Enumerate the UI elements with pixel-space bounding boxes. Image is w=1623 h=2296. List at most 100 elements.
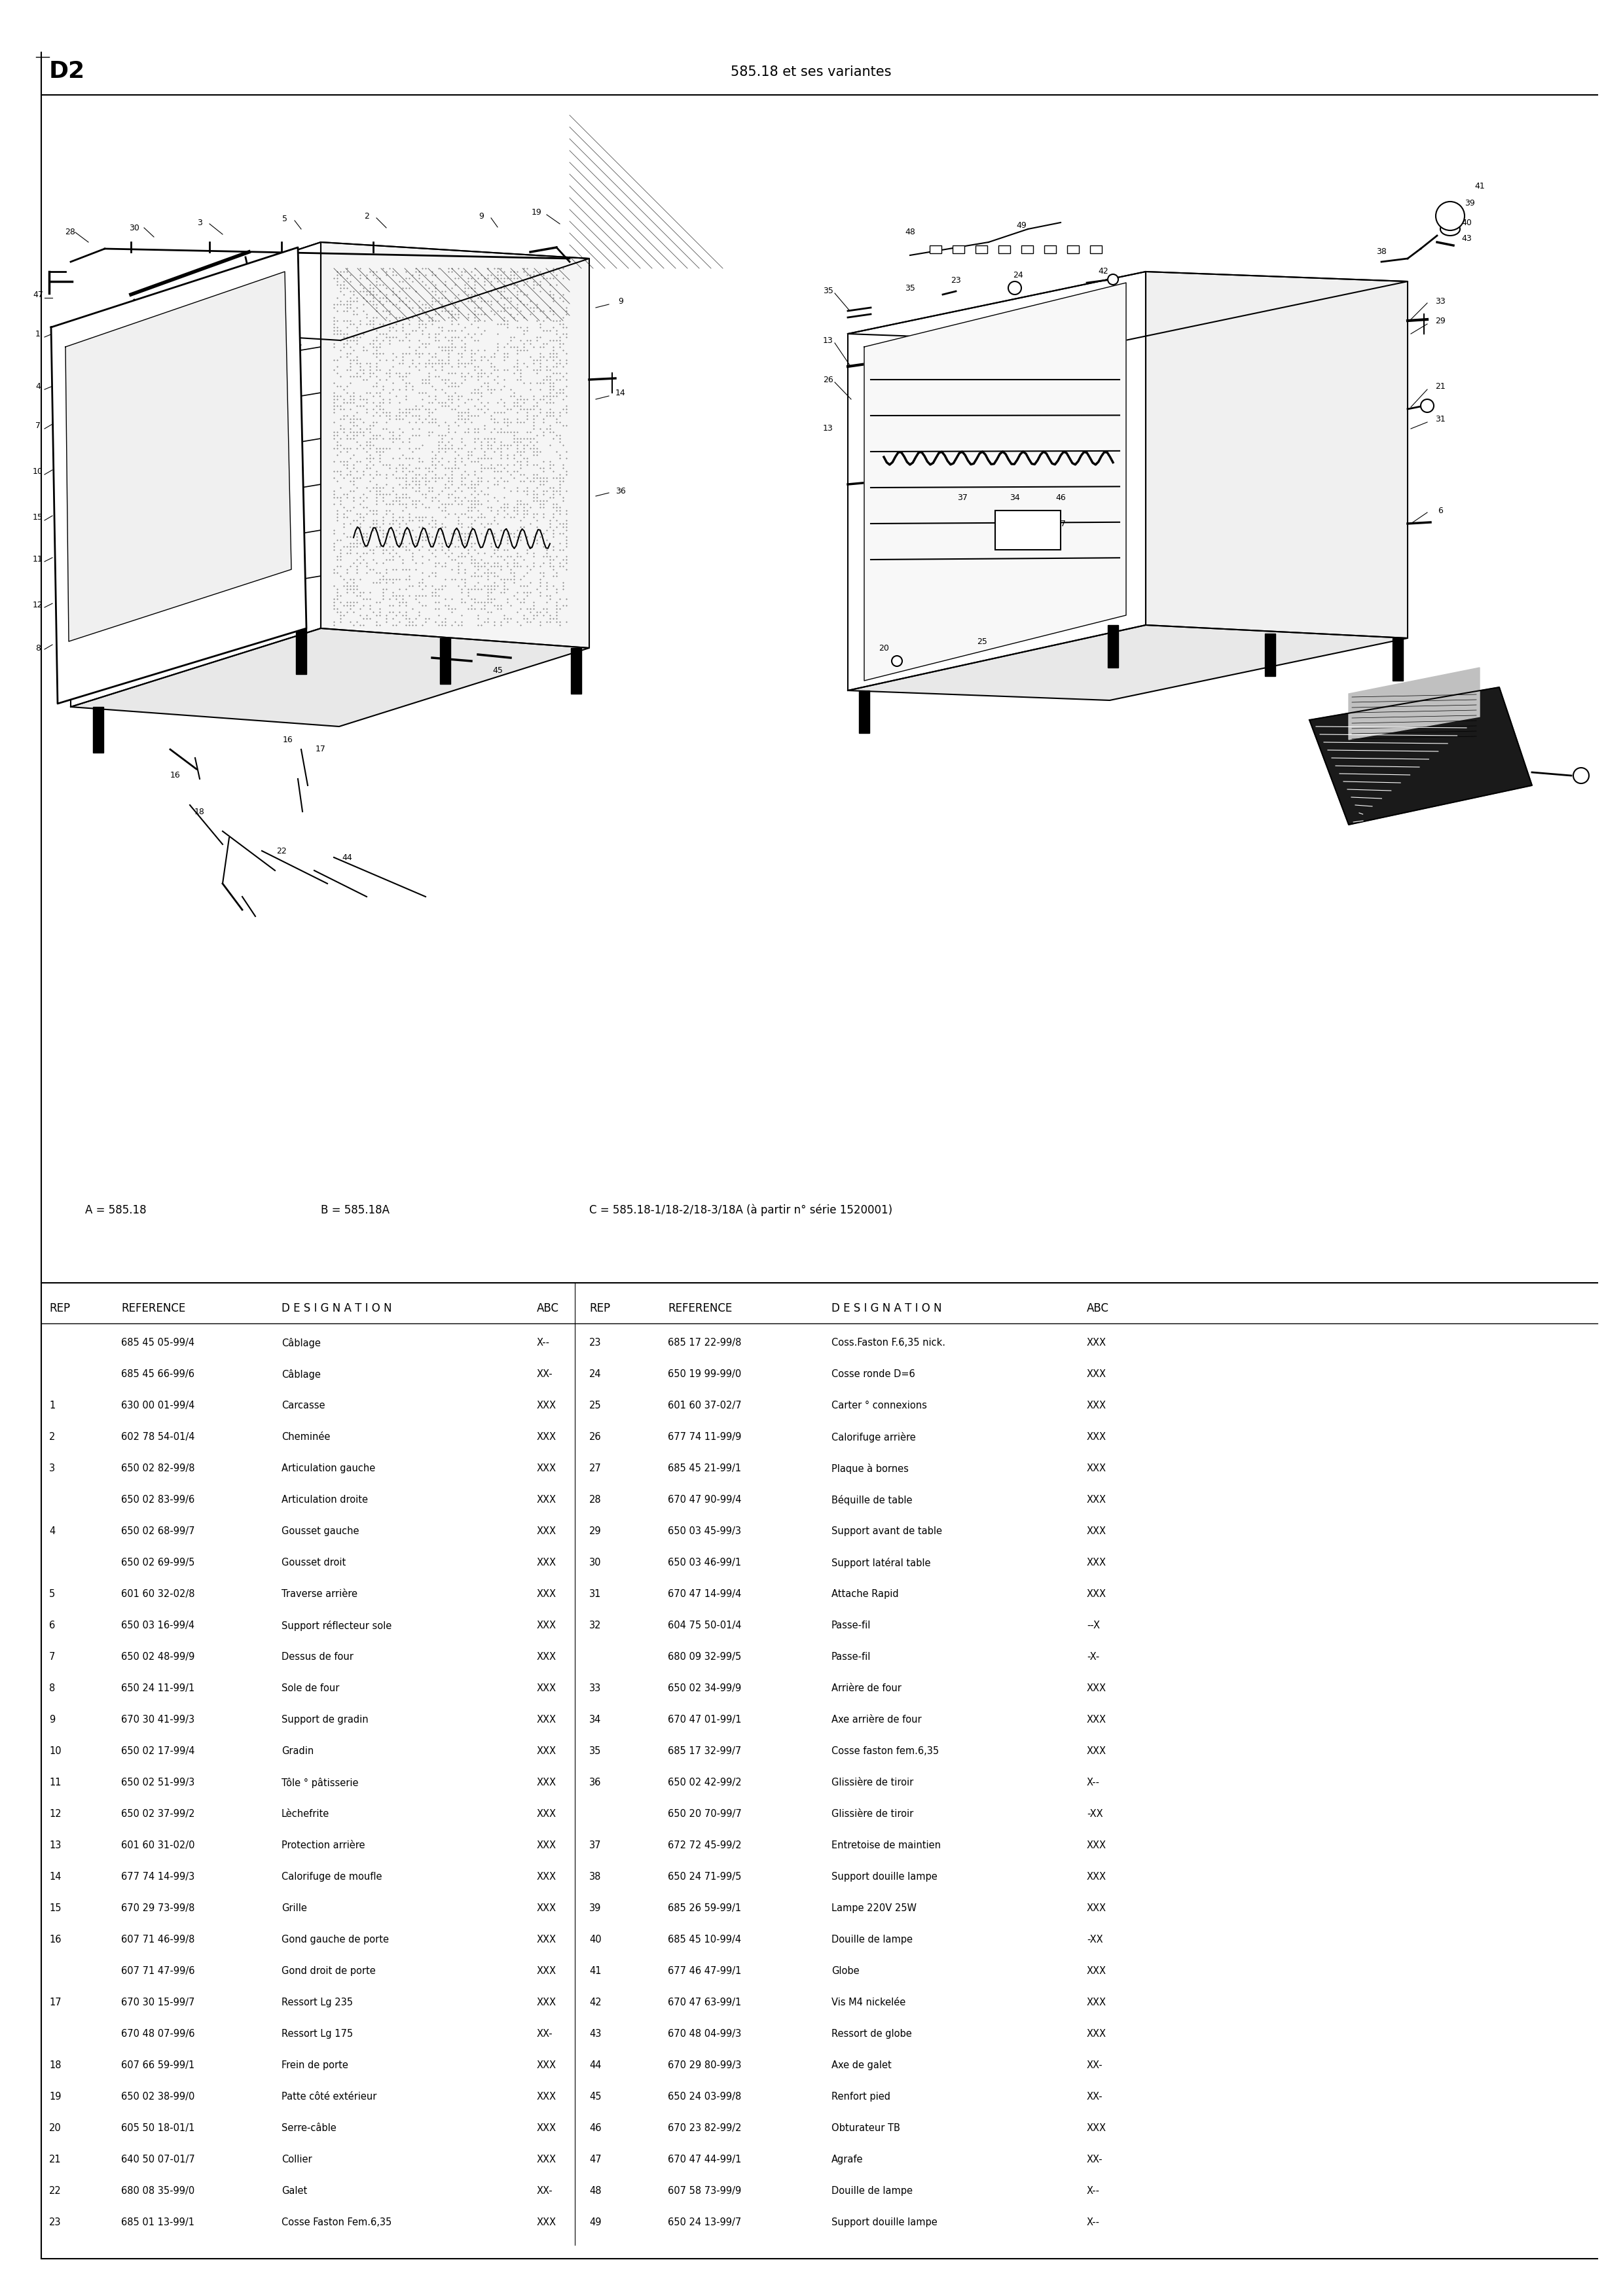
Text: Grille: Grille	[281, 1903, 307, 1913]
Text: Support douille lampe: Support douille lampe	[831, 2218, 938, 2227]
Text: XXX: XXX	[1087, 1683, 1107, 1692]
Text: 38: 38	[1376, 248, 1386, 257]
Text: 25: 25	[977, 638, 987, 645]
Text: Entretoise de maintien: Entretoise de maintien	[831, 1841, 941, 1851]
Text: 39: 39	[589, 1903, 601, 1913]
Text: XXX: XXX	[537, 1809, 557, 1818]
Text: 21: 21	[1435, 381, 1446, 390]
Circle shape	[1109, 273, 1118, 285]
Circle shape	[1436, 202, 1464, 230]
Text: 1: 1	[49, 1401, 55, 1410]
Text: Gousset droit: Gousset droit	[281, 1557, 346, 1568]
Text: XXX: XXX	[1087, 1871, 1107, 1883]
Bar	[1109, 625, 1118, 668]
Text: 12: 12	[49, 1809, 62, 1818]
Text: 34: 34	[589, 1715, 601, 1724]
Text: XXX: XXX	[1087, 2124, 1107, 2133]
Text: XXX: XXX	[1087, 1715, 1107, 1724]
Circle shape	[1573, 767, 1589, 783]
Text: 37: 37	[958, 494, 967, 503]
Text: -XX: -XX	[1087, 1936, 1104, 1945]
Text: 670 47 14-99/4: 670 47 14-99/4	[667, 1589, 742, 1598]
Text: XX-: XX-	[537, 1368, 553, 1380]
Text: 24: 24	[589, 1368, 602, 1380]
Text: 685 45 05-99/4: 685 45 05-99/4	[122, 1339, 195, 1348]
Text: Gond gauche de porte: Gond gauche de porte	[281, 1936, 390, 1945]
Bar	[859, 691, 870, 732]
Text: 37: 37	[589, 1841, 602, 1851]
Text: XXX: XXX	[537, 2124, 557, 2133]
Text: 45: 45	[589, 2092, 602, 2101]
Text: X--: X--	[537, 1339, 550, 1348]
Text: 47: 47	[32, 289, 44, 298]
Text: 46: 46	[1055, 494, 1066, 503]
Text: XXX: XXX	[537, 1777, 557, 1789]
Text: 48: 48	[589, 2186, 602, 2195]
Text: Gradin: Gradin	[281, 1747, 313, 1756]
Text: 604 75 50-01/4: 604 75 50-01/4	[667, 1621, 742, 1630]
Text: 670 29 80-99/3: 670 29 80-99/3	[667, 2060, 742, 2071]
Text: 41: 41	[1474, 181, 1485, 191]
Text: Support réflecteur sole: Support réflecteur sole	[281, 1621, 391, 1630]
Text: Ressort Lg 175: Ressort Lg 175	[281, 2030, 352, 2039]
Text: Axe de galet: Axe de galet	[831, 2060, 891, 2071]
Text: 14: 14	[49, 1871, 62, 1883]
Text: Collier: Collier	[281, 2154, 312, 2165]
Text: Globe: Globe	[831, 1965, 859, 1977]
Text: 11: 11	[32, 556, 44, 565]
Text: D2: D2	[49, 60, 84, 83]
Text: 670 47 63-99/1: 670 47 63-99/1	[667, 1998, 742, 2007]
Text: 20: 20	[49, 2124, 62, 2133]
Text: 13: 13	[823, 335, 833, 344]
Text: 9: 9	[479, 211, 484, 220]
Bar	[93, 707, 104, 753]
Text: Calorifuge de moufle: Calorifuge de moufle	[281, 1871, 381, 1883]
Text: 601 60 31-02/0: 601 60 31-02/0	[122, 1841, 195, 1851]
Text: 27: 27	[1055, 519, 1066, 528]
Text: 670 30 41-99/3: 670 30 41-99/3	[122, 1715, 195, 1724]
Text: XXX: XXX	[1087, 1368, 1107, 1380]
Text: 650 24 03-99/8: 650 24 03-99/8	[667, 2092, 742, 2101]
Text: XX-: XX-	[537, 2186, 553, 2195]
Text: 22: 22	[276, 847, 287, 854]
Text: 685 45 21-99/1: 685 45 21-99/1	[667, 1463, 742, 1474]
Text: 33: 33	[1435, 296, 1446, 305]
Text: Plaque à bornes: Plaque à bornes	[831, 1463, 909, 1474]
Text: 16: 16	[282, 735, 294, 744]
Text: XXX: XXX	[537, 1527, 557, 1536]
Text: XXX: XXX	[1087, 1463, 1107, 1474]
Polygon shape	[1146, 271, 1407, 638]
Text: 30: 30	[128, 223, 140, 232]
Bar	[1021, 246, 1034, 253]
Text: 650 24 11-99/1: 650 24 11-99/1	[122, 1683, 195, 1692]
Text: 4: 4	[36, 381, 41, 390]
Text: 601 60 37-02/7: 601 60 37-02/7	[667, 1401, 742, 1410]
Text: 16: 16	[170, 771, 180, 781]
Text: Articulation droite: Articulation droite	[281, 1495, 368, 1504]
Text: X--: X--	[1087, 2186, 1100, 2195]
Text: 20: 20	[878, 643, 889, 652]
Text: 670 47 44-99/1: 670 47 44-99/1	[667, 2154, 742, 2165]
Text: 6: 6	[1438, 505, 1443, 514]
Text: XXX: XXX	[537, 1589, 557, 1598]
Polygon shape	[65, 271, 292, 641]
Text: 650 02 83-99/6: 650 02 83-99/6	[122, 1495, 195, 1504]
Text: 685 45 10-99/4: 685 45 10-99/4	[667, 1936, 742, 1945]
Text: XXX: XXX	[537, 1871, 557, 1883]
Text: 42: 42	[1099, 266, 1109, 276]
Text: Cosse Faston Fem.6,35: Cosse Faston Fem.6,35	[281, 2218, 391, 2227]
Text: 12: 12	[32, 602, 44, 611]
Text: XXX: XXX	[537, 1401, 557, 1410]
Circle shape	[891, 657, 902, 666]
Text: Articulation gauche: Articulation gauche	[281, 1463, 375, 1474]
Bar	[1091, 246, 1102, 253]
Polygon shape	[71, 629, 589, 726]
Text: 28: 28	[65, 227, 75, 236]
Text: XXX: XXX	[1087, 1747, 1107, 1756]
Text: XXX: XXX	[1087, 1589, 1107, 1598]
Text: 44: 44	[589, 2060, 602, 2071]
Text: 1: 1	[36, 331, 41, 338]
Text: 41: 41	[589, 1965, 602, 1977]
Text: 650 02 68-99/7: 650 02 68-99/7	[122, 1527, 195, 1536]
Text: Obturateur TB: Obturateur TB	[831, 2124, 901, 2133]
